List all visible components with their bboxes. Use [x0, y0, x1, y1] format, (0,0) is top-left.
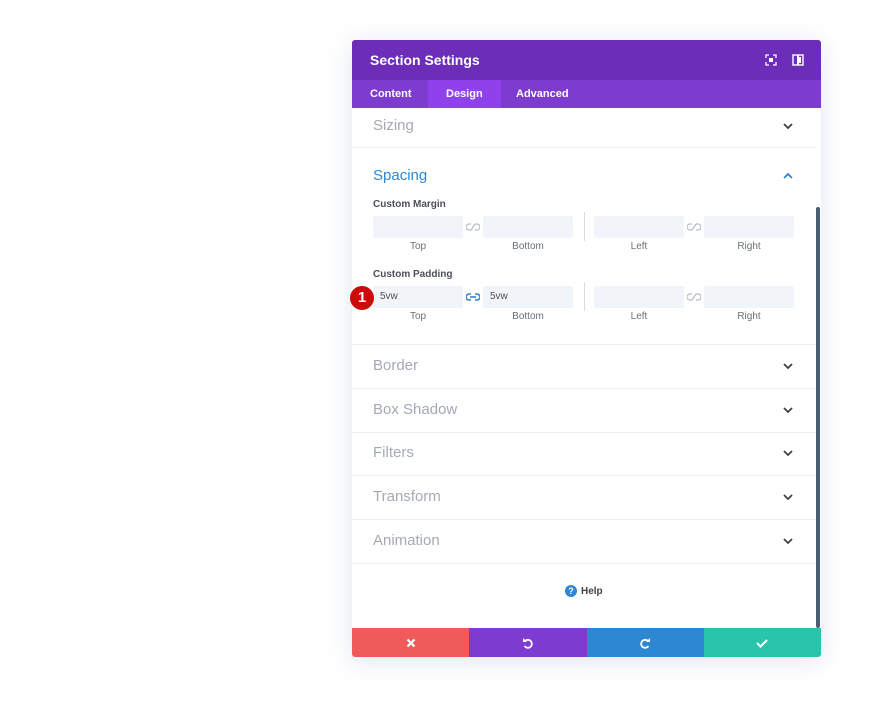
- section-label: Transform: [373, 488, 441, 505]
- section-spacing-label[interactable]: Spacing: [373, 167, 428, 184]
- divider: [584, 282, 585, 311]
- section-filters[interactable]: Filters: [352, 432, 816, 476]
- section-label: Filters: [373, 444, 414, 461]
- step-badge: 1: [350, 286, 374, 310]
- section-label: Box Shadow: [373, 401, 458, 418]
- split-view-icon[interactable]: [791, 53, 805, 67]
- section-box-shadow[interactable]: Box Shadow: [352, 389, 816, 433]
- padding-left-input[interactable]: [594, 286, 684, 308]
- tab-bar: Content Design Advanced: [352, 80, 821, 108]
- section-label: Border: [373, 357, 419, 374]
- modal-header: Section Settings: [352, 40, 821, 80]
- help-icon: ?: [565, 585, 577, 597]
- margin-top-input[interactable]: [373, 216, 463, 238]
- chevron-up-icon[interactable]: [782, 170, 794, 182]
- custom-margin-title: Custom Margin: [373, 199, 446, 210]
- section-animation[interactable]: Animation: [352, 520, 816, 564]
- label-right: Right: [737, 241, 761, 252]
- link-icon[interactable]: [687, 292, 701, 302]
- link-icon[interactable]: [687, 222, 701, 232]
- padding-bottom-input[interactable]: 5vw: [483, 286, 573, 308]
- modal-title: Section Settings: [370, 52, 480, 68]
- redo-button[interactable]: [586, 628, 704, 657]
- section-label: Animation: [373, 532, 440, 549]
- section-label: Sizing: [373, 117, 414, 134]
- label-left: Left: [630, 311, 648, 322]
- link-icon[interactable]: [466, 292, 480, 302]
- label-right: Right: [737, 311, 761, 322]
- cancel-button[interactable]: [352, 628, 470, 657]
- undo-icon: [522, 637, 533, 649]
- divider: [584, 212, 585, 241]
- tab-content[interactable]: Content: [370, 88, 412, 100]
- chevron-down-icon: [783, 450, 793, 457]
- padding-top-input[interactable]: 5vw: [373, 286, 463, 308]
- chevron-down-icon: [783, 123, 793, 130]
- check-icon: [756, 638, 769, 648]
- custom-padding-title: Custom Padding: [373, 269, 453, 280]
- label-top: Top: [409, 241, 427, 252]
- section-border[interactable]: Border: [352, 345, 816, 389]
- help-link[interactable]: ? Help: [565, 585, 603, 597]
- label-top: Top: [409, 311, 427, 322]
- save-button[interactable]: [703, 628, 821, 657]
- undo-button[interactable]: [469, 628, 587, 657]
- chevron-down-icon: [783, 538, 793, 545]
- chevron-down-icon: [783, 363, 793, 370]
- help-label: Help: [581, 585, 603, 597]
- label-bottom: Bottom: [512, 241, 544, 252]
- section-sizing[interactable]: Sizing: [352, 104, 816, 148]
- redo-icon: [640, 637, 651, 649]
- tab-design[interactable]: Design: [428, 80, 501, 108]
- close-icon: [406, 638, 415, 647]
- label-left: Left: [630, 241, 648, 252]
- chevron-down-icon: [783, 407, 793, 414]
- margin-right-input[interactable]: [704, 216, 794, 238]
- divider: [352, 344, 816, 345]
- padding-right-input[interactable]: [704, 286, 794, 308]
- chevron-down-icon: [783, 494, 793, 501]
- modal-footer: [352, 628, 821, 657]
- margin-left-input[interactable]: [594, 216, 684, 238]
- section-transform[interactable]: Transform: [352, 476, 816, 520]
- link-icon[interactable]: [466, 222, 480, 232]
- tab-advanced[interactable]: Advanced: [516, 88, 569, 100]
- fullscreen-icon[interactable]: [764, 53, 778, 67]
- scrollbar[interactable]: [816, 207, 820, 628]
- label-bottom: Bottom: [512, 311, 544, 322]
- section-settings-modal: Section Settings Content Design Advanced…: [352, 40, 821, 657]
- margin-bottom-input[interactable]: [483, 216, 573, 238]
